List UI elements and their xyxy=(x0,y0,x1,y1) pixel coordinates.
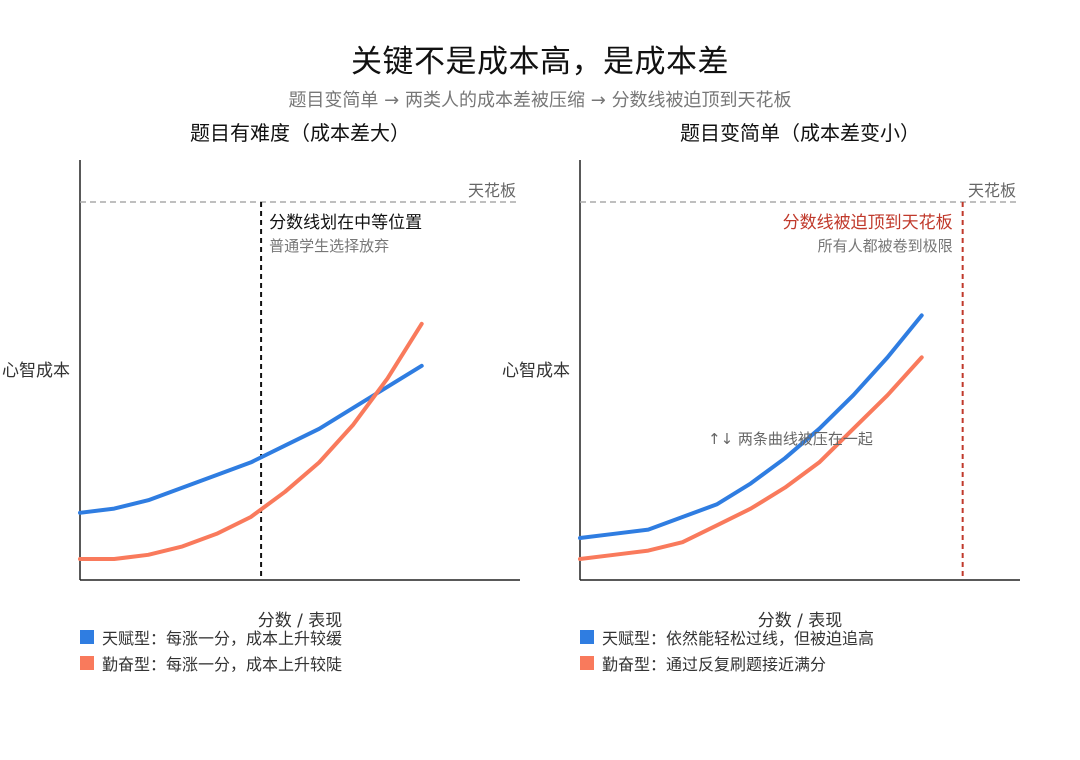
right-cutoff-label: 分数线被迫顶到天花板 xyxy=(783,213,953,233)
left-x-axis-label: 分数 / 表现 xyxy=(258,611,343,631)
right-series-line-diligent xyxy=(578,355,924,561)
subtitle-part-2: 两类人的成本差被压缩 xyxy=(405,90,585,111)
legend-item-diligent: 勤奋型：每涨一分，成本上升较陡 xyxy=(80,650,342,676)
subtitle-arrow-1: → xyxy=(384,90,400,111)
left-cutoff-sublabel: 普通学生选择放弃 xyxy=(269,237,389,255)
left-y-axis-label: 心智成本 xyxy=(2,361,70,381)
right-x-axis-label: 分数 / 表现 xyxy=(758,611,843,631)
left-ceiling-label: 天花板 xyxy=(468,181,516,200)
legend-item-diligent: 勤奋型：通过反复刷题接近满分 xyxy=(580,650,874,676)
legend-label-diligent: 勤奋型：每涨一分，成本上升较陡 xyxy=(102,655,343,674)
legend-swatch-diligent xyxy=(80,656,94,670)
legend-item-talent: 天赋型：依然能轻松过线，但被迫追高 xyxy=(580,624,874,650)
legend-item-talent: 天赋型：每涨一分，成本上升较缓 xyxy=(80,624,342,650)
legend-label-diligent: 勤奋型：通过反复刷题接近满分 xyxy=(602,655,827,674)
left-chart-title: 题目有难度（成本差大） xyxy=(190,121,410,145)
legend-swatch-talent xyxy=(80,630,94,644)
right-chart-title: 题目变简单（成本差变小） xyxy=(680,121,920,145)
page-title: 关键不是成本高，是成本差 xyxy=(351,44,729,80)
legend-label-talent: 天赋型：依然能轻松过线，但被迫追高 xyxy=(602,629,875,648)
right-legend: 天赋型：依然能轻松过线，但被迫追高 勤奋型：通过反复刷题接近满分 xyxy=(580,624,874,676)
legend-swatch-diligent xyxy=(580,656,594,670)
left-series-line-diligent xyxy=(78,321,424,561)
subtitle-part-3: 分数线被迫顶到天花板 xyxy=(611,90,792,111)
left-legend: 天赋型：每涨一分，成本上升较缓 勤奋型：每涨一分，成本上升较陡 xyxy=(80,624,342,676)
left-cutoff-label: 分数线划在中等位置 xyxy=(269,213,422,233)
subtitle-arrow-2: → xyxy=(590,90,606,111)
right-curve-annotation: ↑↓ 两条曲线被压在一起 xyxy=(708,430,873,448)
page-subtitle: 题目变简单 → 两类人的成本差被压缩 → 分数线被迫顶到天花板 xyxy=(0,86,1080,112)
right-ceiling-label: 天花板 xyxy=(968,181,1016,200)
right-cutoff-sublabel: 所有人都被卷到极限 xyxy=(818,237,953,255)
legend-swatch-talent xyxy=(580,630,594,644)
subtitle-part-1: 题目变简单 xyxy=(288,90,379,111)
legend-label-talent: 天赋型：每涨一分，成本上升较缓 xyxy=(102,629,343,648)
right-series-line-talent xyxy=(578,313,924,540)
right-y-axis-label: 心智成本 xyxy=(502,361,570,381)
left-series-line-talent xyxy=(78,363,424,515)
